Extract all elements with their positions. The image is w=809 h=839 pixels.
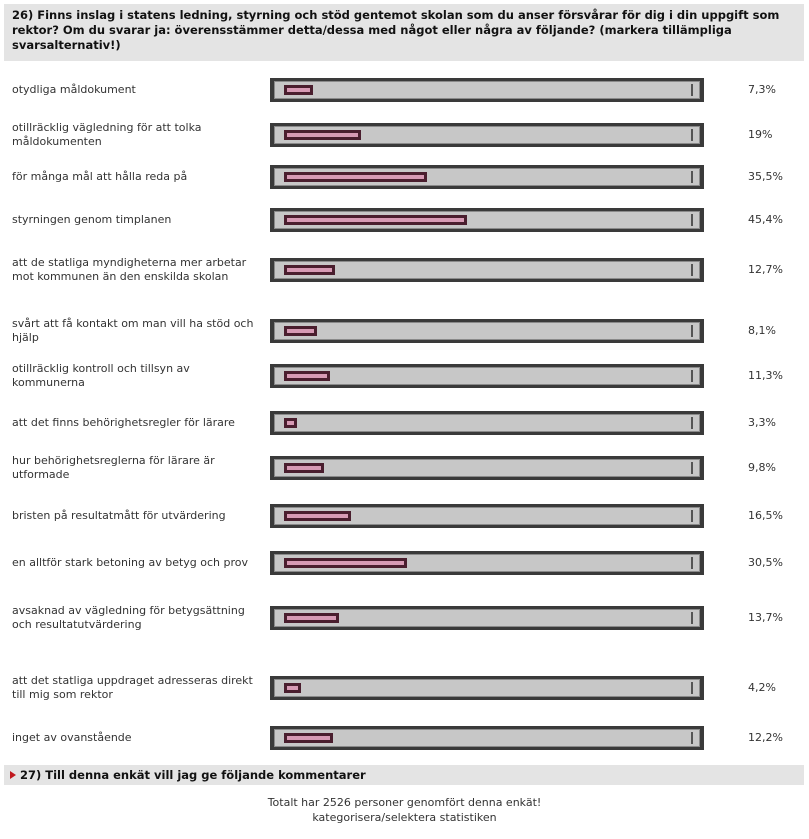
value-label: 7,3% (748, 83, 776, 96)
bar-frame (270, 676, 704, 700)
bar-end-tick (691, 557, 693, 569)
bar-frame (270, 606, 704, 630)
option-label: otillräcklig vägledning för att tolka må… (12, 121, 202, 148)
bar-track (274, 322, 700, 340)
question-title: 26) Finns inslag i statens ledning, styr… (4, 4, 804, 61)
option-label: att det finns behörighetsregler för lära… (12, 416, 235, 429)
bar-track (274, 126, 700, 144)
option-label: otydliga måldokument (12, 83, 136, 96)
bar-end-tick (691, 264, 693, 276)
bar-track (274, 729, 700, 747)
bar (284, 733, 334, 743)
bar-frame (270, 258, 704, 282)
bar (284, 85, 314, 95)
value-label: 13,7% (748, 611, 783, 624)
bar-frame (270, 726, 704, 750)
bar-frame (270, 319, 704, 343)
bar-end-tick (691, 612, 693, 624)
option-label: avsaknad av vägledning för betygsättning… (12, 604, 245, 631)
value-label: 12,7% (748, 263, 783, 276)
bar-end-tick (691, 171, 693, 183)
red-arrow-icon (10, 771, 16, 779)
option-label: bristen på resultatmått för utvärdering (12, 509, 226, 522)
bar-end-tick (691, 462, 693, 474)
bar-end-tick (691, 84, 693, 96)
value-label: 30,5% (748, 556, 783, 569)
bar (284, 463, 324, 473)
value-label: 16,5% (748, 509, 783, 522)
bar-frame (270, 165, 704, 189)
bar-frame (270, 364, 704, 388)
bar-track (274, 414, 700, 432)
bar-track (274, 459, 700, 477)
bar-frame (270, 504, 704, 528)
bar-end-tick (691, 129, 693, 141)
bar-track (274, 81, 700, 99)
bar (284, 172, 428, 182)
option-label: otillräcklig kontroll och tillsyn av kom… (12, 362, 190, 389)
bar-end-tick (691, 325, 693, 337)
value-label: 4,2% (748, 681, 776, 694)
bar-end-tick (691, 510, 693, 522)
total-respondents: Totalt har 2526 personer genomfört denna… (267, 796, 542, 809)
option-label: att de statliga myndigheterna mer arbeta… (12, 256, 247, 283)
bar-track (274, 507, 700, 525)
bar-end-tick (691, 214, 693, 226)
bar-frame (270, 78, 704, 102)
bar (284, 418, 298, 428)
option-label: en alltför stark betoning av betyg och p… (12, 556, 249, 569)
bar (284, 265, 336, 275)
bar-frame (270, 551, 704, 575)
bar-frame (270, 456, 704, 480)
bar (284, 683, 301, 693)
bar (284, 371, 330, 381)
bar-track (274, 261, 700, 279)
option-label: hur behörighetsreglerna för lärare är ut… (12, 454, 215, 481)
categorize-statistics-link[interactable]: kategorisera/selektera statistiken (312, 811, 497, 824)
bar (284, 613, 340, 623)
option-label: för många mål att hålla reda på (12, 170, 188, 183)
bar-end-tick (691, 417, 693, 429)
value-label: 12,2% (748, 731, 783, 744)
option-label: att det statliga uppdraget adresseras di… (12, 674, 253, 701)
bar-frame (270, 411, 704, 435)
value-label: 9,8% (748, 461, 776, 474)
bar-frame (270, 123, 704, 147)
bar-end-tick (691, 732, 693, 744)
option-label: svårt att få kontakt om man vill ha stöd… (12, 317, 254, 344)
value-label: 19% (748, 128, 773, 141)
bar (284, 511, 351, 521)
bar-end-tick (691, 370, 693, 382)
value-label: 11,3% (748, 369, 783, 382)
bar-track (274, 367, 700, 385)
value-label: 45,4% (748, 213, 783, 226)
option-label: styrningen genom timplanen (12, 213, 172, 226)
bar (284, 130, 361, 140)
bar (284, 215, 468, 225)
bar (284, 326, 317, 336)
value-label: 8,1% (748, 324, 776, 337)
bar-track (274, 679, 700, 697)
value-label: 35,5% (748, 170, 783, 183)
bar (284, 558, 408, 568)
option-label: inget av ovanstående (12, 731, 132, 744)
next-question-link[interactable]: 27) Till denna enkät vill jag ge följand… (4, 765, 804, 785)
next-question-label: 27) Till denna enkät vill jag ge följand… (20, 768, 366, 782)
bar-frame (270, 208, 704, 232)
value-label: 3,3% (748, 416, 776, 429)
bar-track (274, 609, 700, 627)
bar-end-tick (691, 682, 693, 694)
